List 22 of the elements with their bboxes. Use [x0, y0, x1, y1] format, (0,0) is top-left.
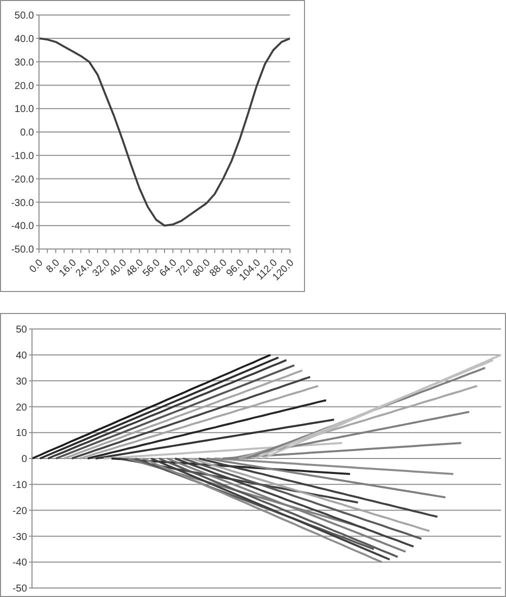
y-tick-label: 0.0 [20, 128, 34, 139]
y-tick-label: -40 [12, 558, 28, 569]
y-tick-label: -30.0 [11, 198, 34, 209]
y-tick-label: 20 [16, 402, 28, 414]
y-tick-label: 30.0 [14, 57, 34, 68]
y-tick-label: -10 [12, 480, 28, 491]
y-tick-label: -20 [12, 506, 28, 517]
y-tick-label: 50 [16, 324, 28, 336]
y-tick-label: -50.0 [11, 244, 34, 256]
y-tick-label: 0 [21, 454, 28, 466]
y-tick-label: -20.0 [11, 174, 34, 186]
y-tick-label: -40.0 [11, 221, 34, 232]
y-tick-label: -10.0 [11, 150, 34, 162]
y-tick-label: 30 [16, 376, 28, 388]
y-tick-label: 40 [16, 350, 28, 362]
y-tick-label: -50 [12, 584, 28, 595]
y-tick-label: 40.0 [14, 34, 34, 45]
y-tick-label: 20.0 [14, 80, 34, 92]
y-tick-label: 50.0 [14, 10, 34, 22]
y-tick-label: 10.0 [14, 104, 34, 116]
y-tick-label: -30 [12, 532, 28, 543]
y-tick-label: 10 [16, 428, 28, 440]
